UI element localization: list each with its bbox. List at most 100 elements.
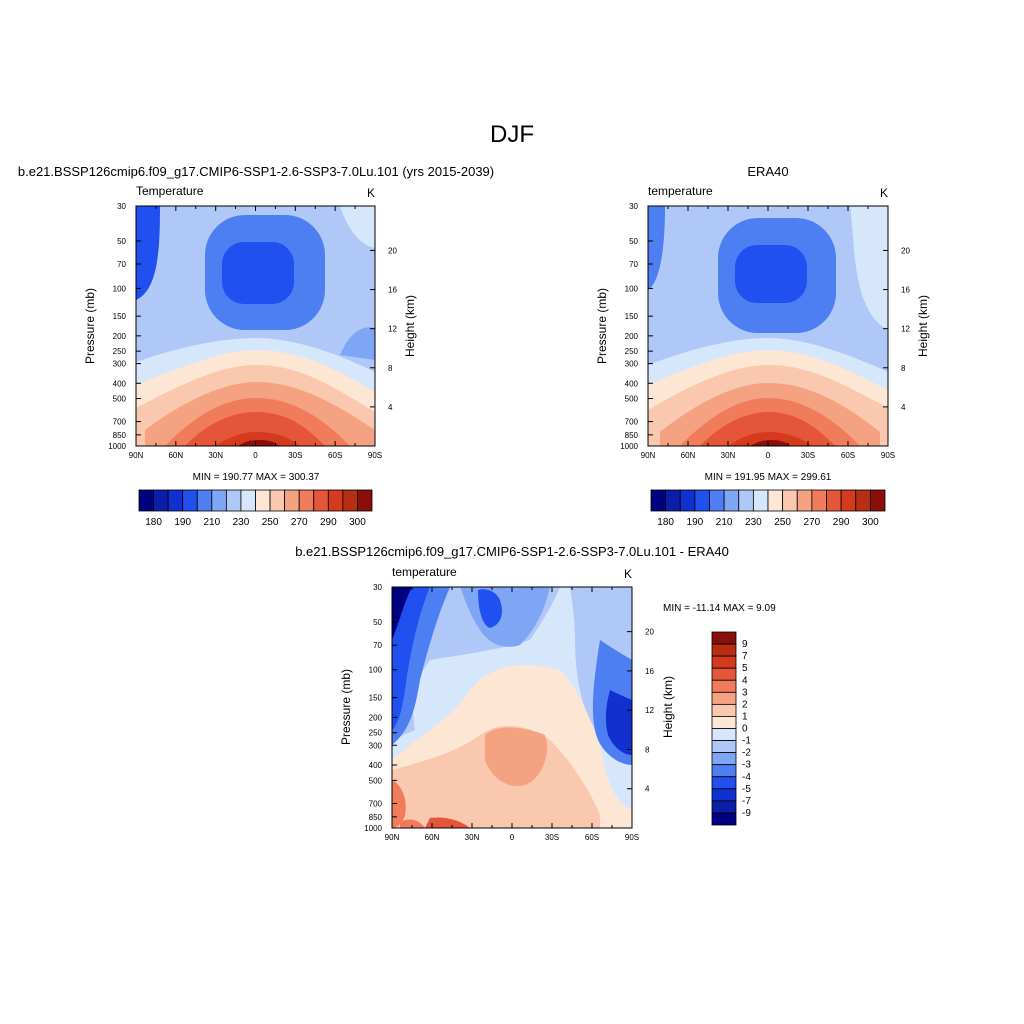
colorbar-cell xyxy=(711,788,737,802)
y-tick-label: 700 xyxy=(625,418,639,427)
y-tick-label: 1000 xyxy=(620,442,638,451)
y-tick-label: 100 xyxy=(625,284,639,293)
colorbar-label: 270 xyxy=(291,517,308,528)
contour-fill-north-minus9 xyxy=(392,587,412,640)
colorbar-cell xyxy=(711,764,737,778)
x-tick-label: 90N xyxy=(385,833,400,842)
colorbar-cell xyxy=(711,728,737,741)
colorbar-label: -5 xyxy=(742,784,751,795)
colorbar-label: -4 xyxy=(742,772,751,783)
colorbar-cell xyxy=(711,643,737,657)
y-tick-label: 300 xyxy=(113,360,127,369)
y2-tick-label: 4 xyxy=(388,403,393,412)
y-axis-label: Pressure (mb) xyxy=(83,288,97,364)
colorbar-label: 290 xyxy=(833,517,850,528)
y-tick-label: 500 xyxy=(369,776,383,785)
y-tick-label: 50 xyxy=(629,237,638,246)
y-tick-label: 70 xyxy=(117,260,126,269)
contour-fill-band-295 xyxy=(728,432,812,446)
panel-units-label: K xyxy=(624,567,632,581)
y-axis-label: Pressure (mb) xyxy=(339,669,353,745)
y2-tick-label: 12 xyxy=(645,706,654,715)
colorbar: 180 190 210 230 250 270 290 300 xyxy=(138,489,373,528)
y2-tick-label: 16 xyxy=(645,667,654,676)
x-tick-label: 60N xyxy=(681,451,696,460)
colorbar-label: -2 xyxy=(742,748,751,759)
colorbar-cell xyxy=(211,489,227,512)
y2-tick-label: 20 xyxy=(645,628,654,637)
contour-fill-band-300 xyxy=(750,440,790,446)
colorbar-cell xyxy=(711,667,737,681)
x-tick-label: 60S xyxy=(841,451,855,460)
colorbar-label: 180 xyxy=(145,517,162,528)
colorbar-cell xyxy=(711,800,737,814)
x-tick-label: 90N xyxy=(129,451,144,460)
contour-fill-south-pole xyxy=(850,206,888,330)
colorbar-label: 2 xyxy=(742,699,748,710)
panel-title: b.e21.BSSP126cmip6.f09_g17.CMIP6-SSP1-2.… xyxy=(18,164,494,179)
x-tick-label: 60S xyxy=(585,833,599,842)
colorbar-cell xyxy=(269,489,286,512)
colorbar-cell xyxy=(298,489,315,512)
x-tick-label: 30S xyxy=(545,833,559,842)
colorbar-label: 1 xyxy=(742,711,748,722)
colorbar-cell xyxy=(182,489,198,512)
contour-fill-tropical-minus5 xyxy=(478,589,502,628)
colorbar-cell xyxy=(240,489,256,512)
y2-axis-label: Height (km) xyxy=(916,295,930,357)
y-tick-label: 250 xyxy=(369,729,383,738)
contour-fill-band-300 xyxy=(238,440,280,446)
colorbar-cell xyxy=(711,716,737,729)
colorbar-label: 230 xyxy=(233,517,250,528)
colorbar-cell xyxy=(723,489,740,512)
x-tick-label: 30S xyxy=(801,451,815,460)
colorbar-cell xyxy=(153,489,169,512)
panel-model: b.e21.BSSP126cmip6.f09_g17.CMIP6-SSP1-2.… xyxy=(18,164,494,528)
colorbar-label: 0 xyxy=(742,724,748,735)
y2-tick-label: 20 xyxy=(901,246,910,255)
y2-tick-label: 16 xyxy=(388,286,397,295)
colorbar-label: 300 xyxy=(349,517,366,528)
axes: 90N 60N 30N 0 30S 60S 90S 30 50 70 100 150 200 250 300… xyxy=(364,583,654,842)
y-tick-label: 850 xyxy=(113,431,127,440)
contour-fill-north-minus5 xyxy=(392,587,430,730)
x-tick-label: 30N xyxy=(208,451,223,460)
contour-fill-south-minus7 xyxy=(605,690,632,755)
y-tick-label: 300 xyxy=(625,360,639,369)
colorbar-cell xyxy=(738,489,754,512)
colorbar-label: 3 xyxy=(742,687,748,698)
y2-tick-label: 16 xyxy=(901,286,910,295)
x-tick-label: 60N xyxy=(168,451,183,460)
colorbar-cell xyxy=(711,752,737,766)
colorbar-label: 210 xyxy=(203,517,220,528)
colorbar-cell xyxy=(357,489,373,512)
colorbar-label: 300 xyxy=(862,517,879,528)
x-tick-label: 60S xyxy=(328,451,342,460)
y-tick-label: 850 xyxy=(369,813,383,822)
colorbar-label: -9 xyxy=(742,808,751,819)
colorbar-cell xyxy=(869,489,886,512)
x-tick-label: 90S xyxy=(368,451,382,460)
y-tick-label: 150 xyxy=(369,694,383,703)
y2-tick-label: 8 xyxy=(645,745,650,754)
colorbar-cell xyxy=(711,776,737,790)
contour-fill-positive-5 xyxy=(425,817,470,828)
colorbar-cell xyxy=(284,489,300,512)
x-tick-label: 30S xyxy=(288,451,302,460)
colorbar-label: 190 xyxy=(174,517,191,528)
colorbar-label: 230 xyxy=(745,517,762,528)
colorbar-cell xyxy=(196,489,213,512)
y-tick-label: 400 xyxy=(369,761,383,770)
y-tick-label: 1000 xyxy=(108,442,126,451)
contour-fill-polar-cold xyxy=(136,206,160,300)
contour-fill-south-pole xyxy=(340,206,375,248)
colorbar-label: 7 xyxy=(742,651,748,662)
min-max-stats: MIN = 190.77 MAX = 300.37 xyxy=(193,472,320,483)
colorbar-label: 290 xyxy=(320,517,337,528)
y-tick-label: 30 xyxy=(373,583,382,592)
y-tick-label: 30 xyxy=(117,202,126,211)
figure-title: DJF xyxy=(490,121,534,148)
y2-tick-label: 8 xyxy=(901,364,906,373)
